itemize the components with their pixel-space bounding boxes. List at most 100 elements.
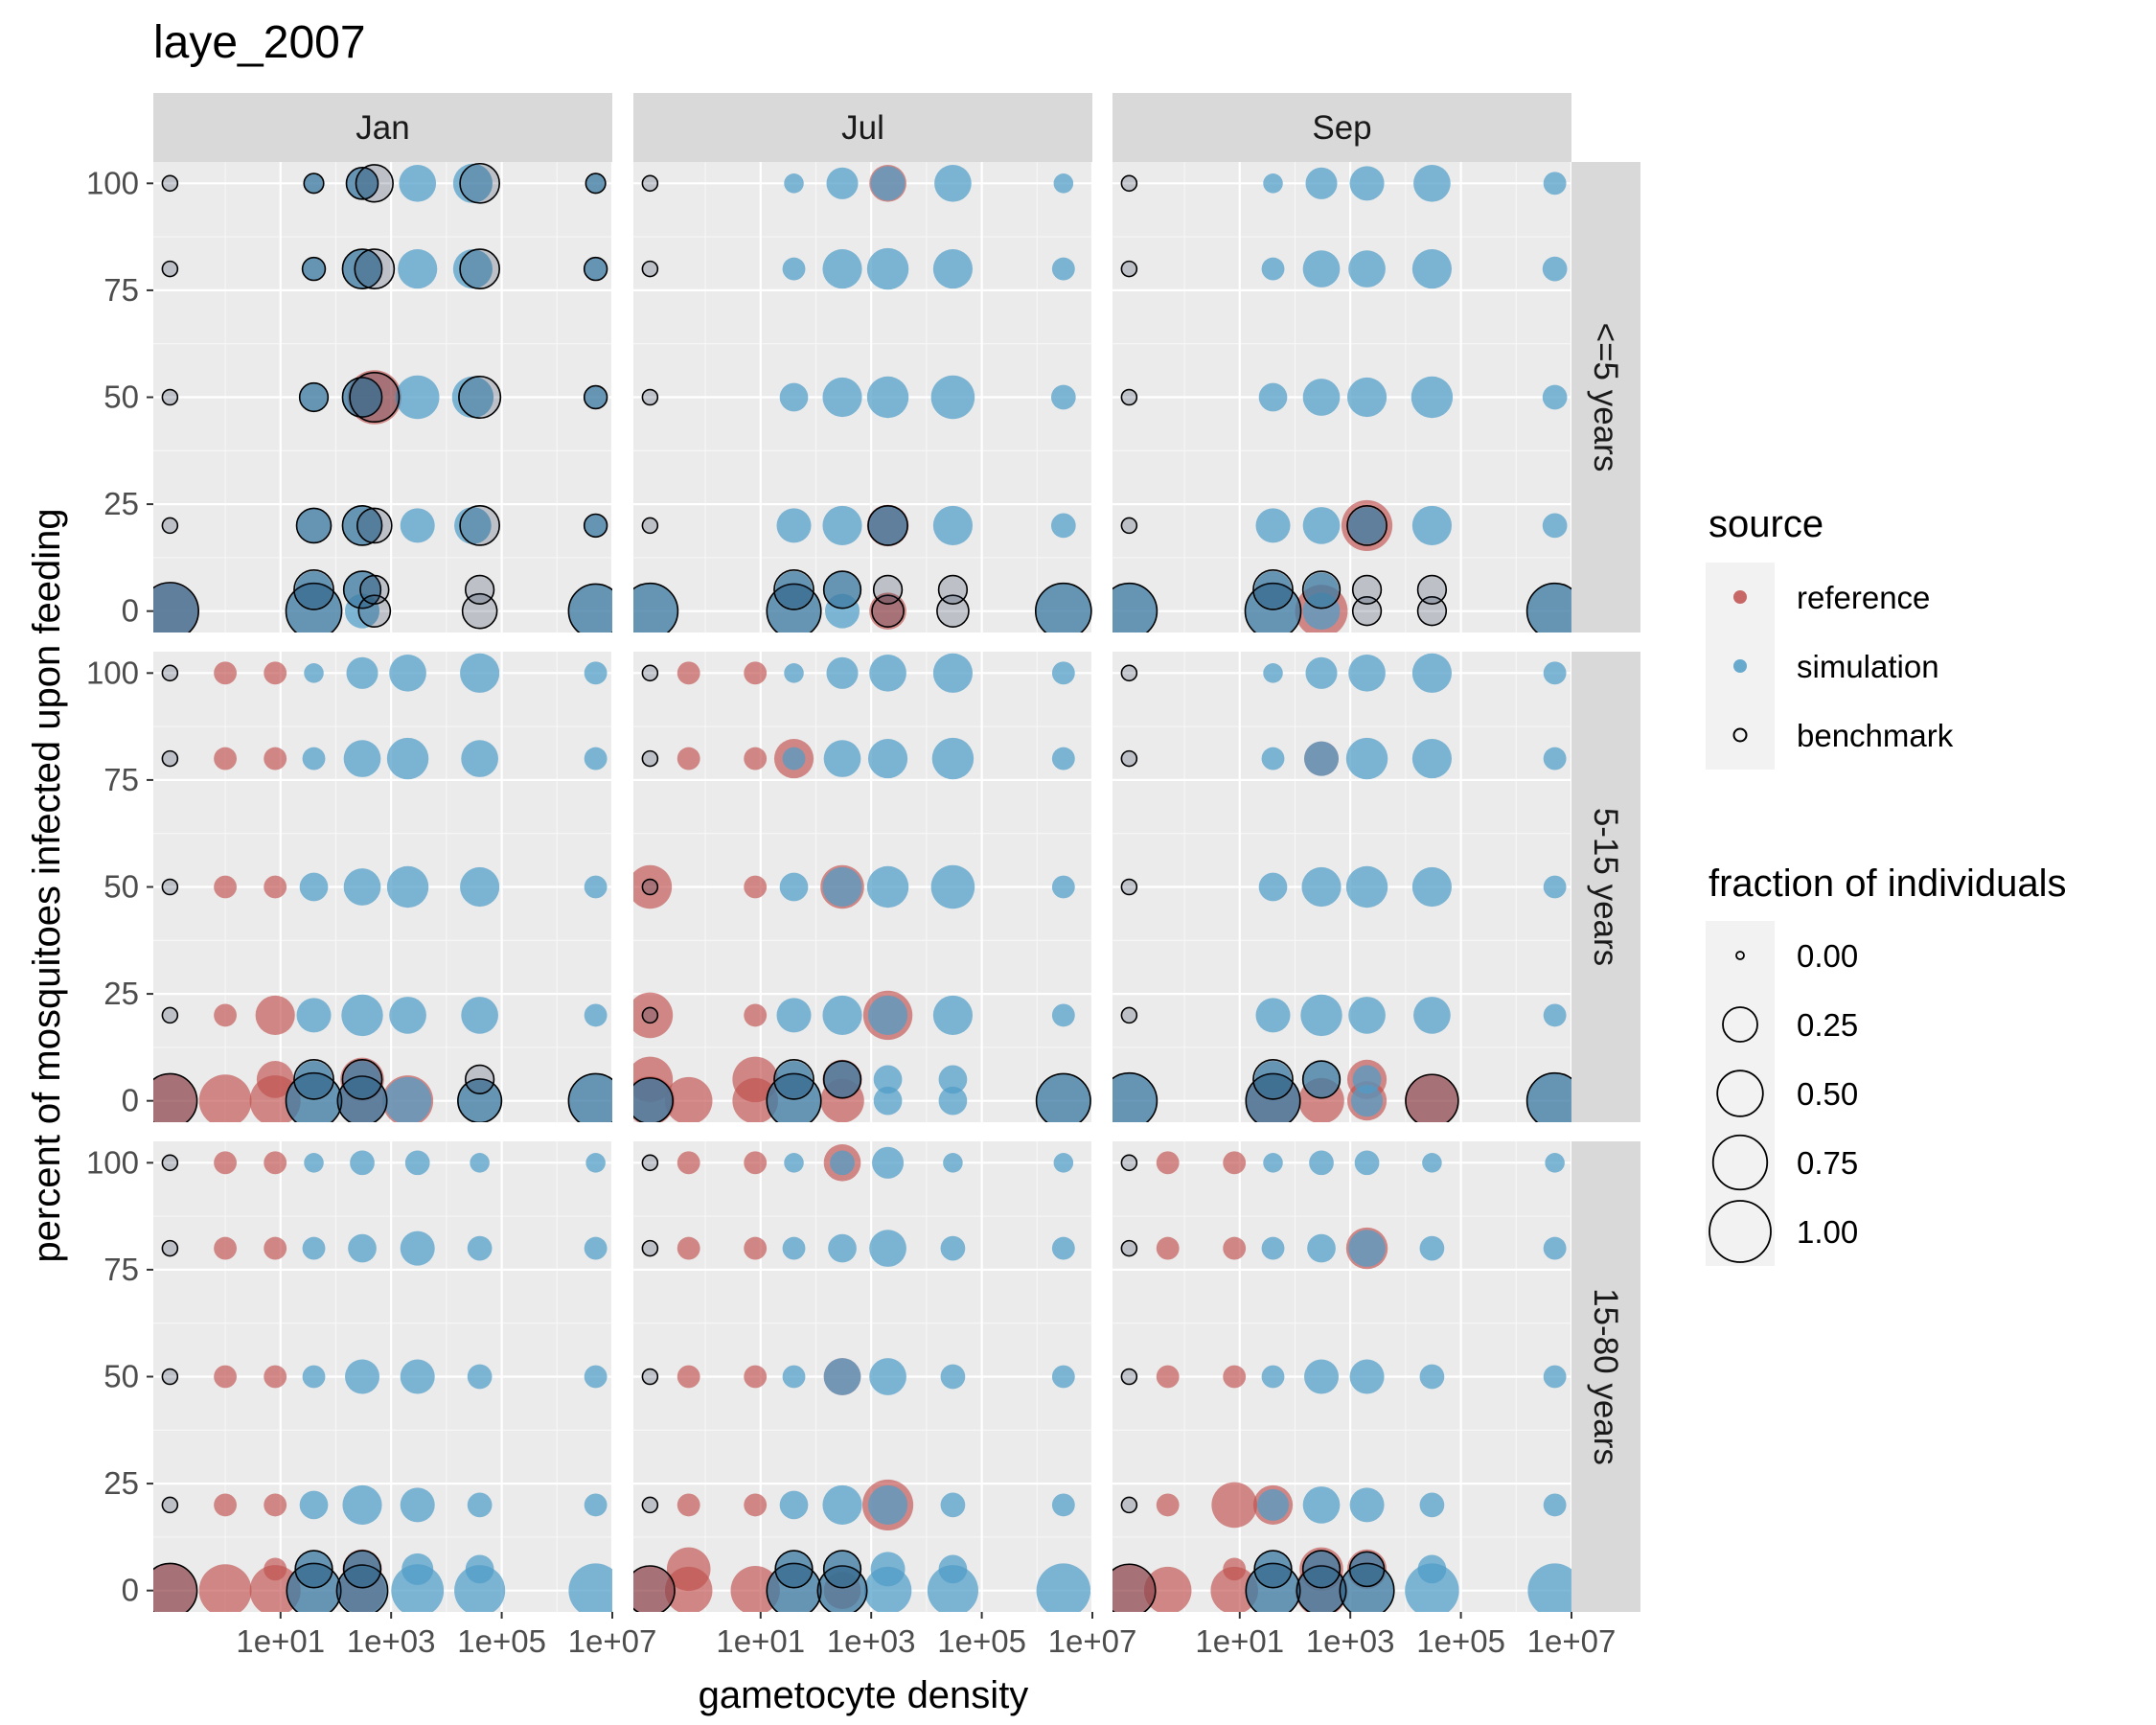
simulation-point xyxy=(873,1086,903,1116)
legend-source-label: simulation xyxy=(1797,649,1939,684)
reference-point xyxy=(744,747,768,770)
simulation-point xyxy=(1543,875,1567,899)
reference-point xyxy=(214,1151,237,1175)
x-tick-label: 1e+03 xyxy=(347,1623,436,1659)
benchmark-point xyxy=(822,570,862,610)
legend-size-label: 0.25 xyxy=(1797,1007,1858,1043)
simulation-point xyxy=(342,1484,382,1525)
benchmark-point xyxy=(342,1550,382,1589)
legend-size-label: 0.00 xyxy=(1797,938,1858,974)
simulation-point xyxy=(822,866,862,908)
benchmark-point xyxy=(1034,582,1092,632)
simulation-point xyxy=(782,1365,806,1389)
simulation-point xyxy=(400,1359,435,1394)
simulation-point xyxy=(1254,1061,1292,1098)
benchmark-point xyxy=(464,574,495,606)
facet-strip-top xyxy=(153,93,612,162)
simulation-point xyxy=(1543,1236,1567,1260)
simulation-point xyxy=(1300,994,1342,1037)
simulation-point xyxy=(1411,739,1452,779)
simulation-point xyxy=(1542,384,1568,410)
simulation-point xyxy=(822,249,862,289)
simulation-point xyxy=(304,173,324,194)
simulation-point xyxy=(584,747,608,770)
reference-point xyxy=(214,875,237,899)
benchmark-point xyxy=(1339,1562,1395,1612)
legend-marker-benchmark xyxy=(1732,727,1748,743)
x-tick-label: 1e+07 xyxy=(1527,1623,1617,1659)
simulation-point xyxy=(1419,1235,1445,1261)
y-tick-label: 100 xyxy=(86,655,139,690)
simulation-point xyxy=(1413,997,1451,1034)
benchmark-point xyxy=(641,388,659,406)
benchmark-point xyxy=(1525,1071,1571,1122)
y-axis-title: percent of mosquitoes infected upon feed… xyxy=(26,508,68,1262)
benchmark-point xyxy=(1112,582,1158,632)
simulation-point xyxy=(585,173,606,194)
benchmark-point xyxy=(161,1368,179,1386)
benchmark-point xyxy=(285,582,343,632)
reference-point xyxy=(264,747,287,770)
simulation-point xyxy=(932,995,973,1035)
facet-panel xyxy=(1112,162,1573,632)
simulation-point xyxy=(299,382,329,412)
benchmark-point xyxy=(766,583,822,632)
simulation-point xyxy=(940,1364,966,1390)
simulation-point xyxy=(400,1487,435,1523)
simulation-point xyxy=(823,1061,861,1098)
benchmark-point xyxy=(293,1058,334,1100)
simulation-point xyxy=(299,1490,329,1520)
benchmark-point xyxy=(335,1564,389,1612)
simulation-point xyxy=(1411,505,1452,545)
facet-panel xyxy=(633,162,1094,632)
simulation-point xyxy=(1051,661,1075,685)
simulation-point xyxy=(870,1552,906,1587)
benchmark-point xyxy=(1253,1550,1293,1589)
simulation-point xyxy=(779,1490,809,1520)
reference-point xyxy=(264,1557,287,1581)
benchmark-point xyxy=(1301,570,1342,610)
benchmark-point xyxy=(641,1239,659,1257)
simulation-point xyxy=(822,505,862,545)
benchmark-point xyxy=(1252,1058,1294,1100)
benchmark-point xyxy=(161,1154,179,1172)
benchmark-point xyxy=(161,260,179,278)
simulation-point xyxy=(1345,865,1388,908)
simulation-point xyxy=(867,505,908,545)
benchmark-point xyxy=(1244,582,1302,632)
simulation-point xyxy=(1346,377,1388,418)
reference-point xyxy=(1223,1557,1247,1581)
simulation-point xyxy=(775,1551,813,1588)
legend-key-background xyxy=(1706,1197,1775,1266)
benchmark-point xyxy=(357,594,392,629)
simulation-point xyxy=(304,663,324,683)
facet-strip-right xyxy=(1571,162,1640,632)
reference-point xyxy=(264,1236,287,1260)
benchmark-point xyxy=(936,594,970,629)
simulation-point xyxy=(342,249,382,289)
data-points xyxy=(153,1150,612,1612)
benchmark-point xyxy=(774,1550,814,1589)
facet-panel xyxy=(633,1141,1094,1612)
legend-size-label: 0.50 xyxy=(1797,1076,1858,1112)
simulation-point xyxy=(1422,1153,1442,1173)
simulation-point xyxy=(461,997,498,1034)
simulation-point xyxy=(869,1358,906,1395)
benchmark-point xyxy=(641,878,659,896)
y-tick-label: 100 xyxy=(86,165,139,200)
reference-point xyxy=(214,1493,237,1517)
simulation-point xyxy=(296,508,332,543)
benchmark-point xyxy=(1120,664,1138,682)
benchmark-point xyxy=(161,1239,179,1257)
reference-point xyxy=(153,1073,197,1122)
simulation-point xyxy=(295,571,333,609)
legend-size-title: fraction of individuals xyxy=(1709,862,2067,905)
simulation-point xyxy=(1305,656,1338,689)
reference-point xyxy=(677,1236,700,1260)
simulation-point xyxy=(823,1358,861,1395)
x-tick-label: 1e+05 xyxy=(937,1623,1026,1659)
benchmark-point xyxy=(1120,174,1138,193)
gridlines xyxy=(633,1141,1094,1612)
simulation-point xyxy=(454,507,492,544)
simulation-point xyxy=(1411,653,1452,693)
